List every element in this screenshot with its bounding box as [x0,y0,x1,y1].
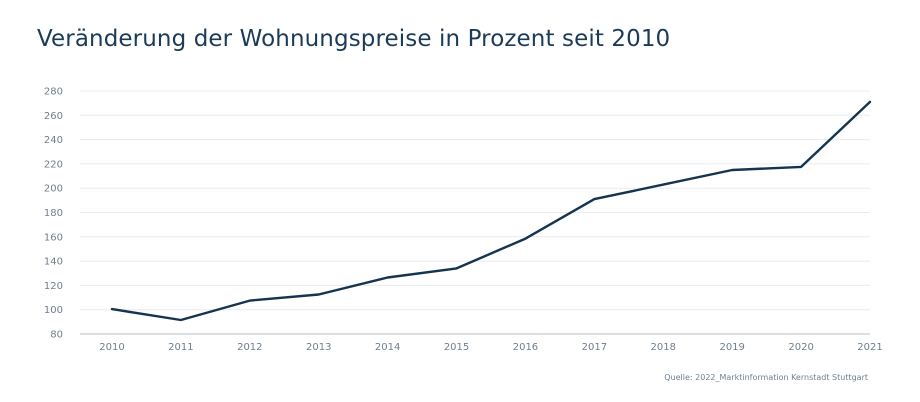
grid-lines [80,90,870,335]
series-group [110,100,872,322]
x-tick-label: 2010 [99,342,124,353]
source-note: Quelle: 2022_Marktinformation Kernstadt … [664,373,868,382]
x-tick-label: 2019 [719,342,744,353]
y-tick-label: 120 [44,281,63,292]
x-axis: 2010 2011 2012 2013 2014 2015 2016 2017 2018 2019… [99,342,882,353]
x-tick-label: 2013 [306,342,331,353]
y-tick-label: 100 [44,305,63,316]
y-tick-label: 220 [44,159,63,170]
y-tick-label: 280 [44,87,63,98]
y-tick-label: 200 [44,184,63,195]
chart-title: Veränderung der Wohnungspreise in Prozen… [37,26,671,52]
y-tick-label: 240 [44,135,63,146]
x-tick-label: 2017 [582,342,607,353]
x-tick-label: 2016 [513,342,538,353]
y-tick-label: 260 [44,111,63,122]
x-tick-label: 2015 [444,342,469,353]
x-tick-label: 2021 [857,342,882,353]
x-tick-label: 2018 [651,342,676,353]
y-tick-label: 180 [44,208,63,219]
y-tick-label: 140 [44,257,63,268]
x-tick-label: 2012 [237,342,262,353]
x-tick-label: 2014 [375,342,400,353]
y-axis: 80 100 120 140 160 180 200 220 240 260 280 [44,87,63,341]
series-line [110,100,872,322]
y-tick-label: 160 [44,232,63,243]
x-tick-label: 2011 [168,342,193,353]
x-tick-label: 2020 [788,342,813,353]
y-tick-label: 80 [50,330,63,341]
